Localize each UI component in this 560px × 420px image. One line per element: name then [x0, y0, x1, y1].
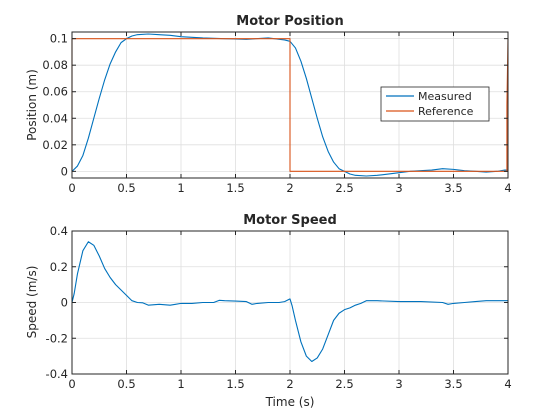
x-tick-label: 4: [504, 181, 511, 195]
y-axis-label: Position (m): [25, 69, 39, 141]
x-tick-label: 2.5: [335, 181, 353, 195]
y-tick-label: 0.08: [42, 58, 68, 72]
axes-motor-speed: 0 0.5 1 1.5 2 2.5 3 3.5 4 -0.4 -0.2 0 0.2 0.4 Motor S…: [25, 213, 512, 409]
x-tick-label: 2.5: [335, 377, 353, 391]
y-tick-label: 0.04: [42, 111, 68, 125]
x-tick-label: 3: [395, 377, 402, 391]
series-line-speed: [71, 241, 508, 363]
x-tick-label: 1: [177, 181, 184, 195]
x-axis-label: Time (s): [265, 395, 315, 409]
x-tick-label: 4: [504, 377, 511, 391]
x-tick-label: 0: [68, 181, 75, 195]
y-tick-label: 0: [61, 164, 68, 178]
y-tick-label: 0.4: [50, 224, 68, 238]
chart-title: Motor Speed: [243, 213, 337, 228]
legend-entry-reference: Reference: [418, 105, 474, 118]
y-tick-label: 0.2: [50, 260, 68, 274]
legend-box: [380, 86, 490, 122]
x-tick-label: 0: [68, 377, 75, 391]
x-tick-label: 0.5: [117, 181, 135, 195]
axes-motor-position: 0 0.5 1 1.5 2 2.5 3 3.5 4 0 0.02 0.04 0.06 0.08 0.1 Mo…: [25, 14, 512, 195]
chart-title: Motor Position: [236, 14, 343, 29]
x-tick-label: 3.5: [444, 181, 462, 195]
x-tick-label: 2: [286, 181, 293, 195]
x-tick-label: 2: [286, 377, 293, 391]
series-line-measured: [71, 33, 508, 177]
x-tick-label: 1: [177, 377, 184, 391]
x-tick-label: 3: [395, 181, 402, 195]
x-tick-label: 1.5: [226, 377, 244, 391]
ticks: 0 0.5 1 1.5 2 2.5 3 3.5 4 0 0.02 0.04 0.06 0.08 0.1: [42, 32, 511, 195]
y-tick-label: 0.1: [50, 32, 68, 46]
y-tick-label: -0.2: [46, 331, 68, 345]
ticks: 0 0.5 1 1.5 2 2.5 3 3.5 4 -0.4 -0.2 0 0.2 0.4: [46, 224, 512, 391]
y-tick-label: 0: [61, 296, 68, 310]
y-axis-label: Speed (m/s): [25, 266, 39, 339]
x-tick-label: 3.5: [444, 377, 462, 391]
legend: Measured Reference: [380, 86, 490, 122]
y-tick-label: -0.4: [46, 367, 68, 381]
series-layer: [71, 241, 508, 363]
x-tick-label: 1.5: [226, 181, 244, 195]
y-tick-label: 0.06: [42, 85, 68, 99]
x-tick-label: 0.5: [117, 377, 135, 391]
legend-entry-measured: Measured: [418, 90, 472, 103]
y-tick-label: 0.02: [42, 138, 68, 152]
